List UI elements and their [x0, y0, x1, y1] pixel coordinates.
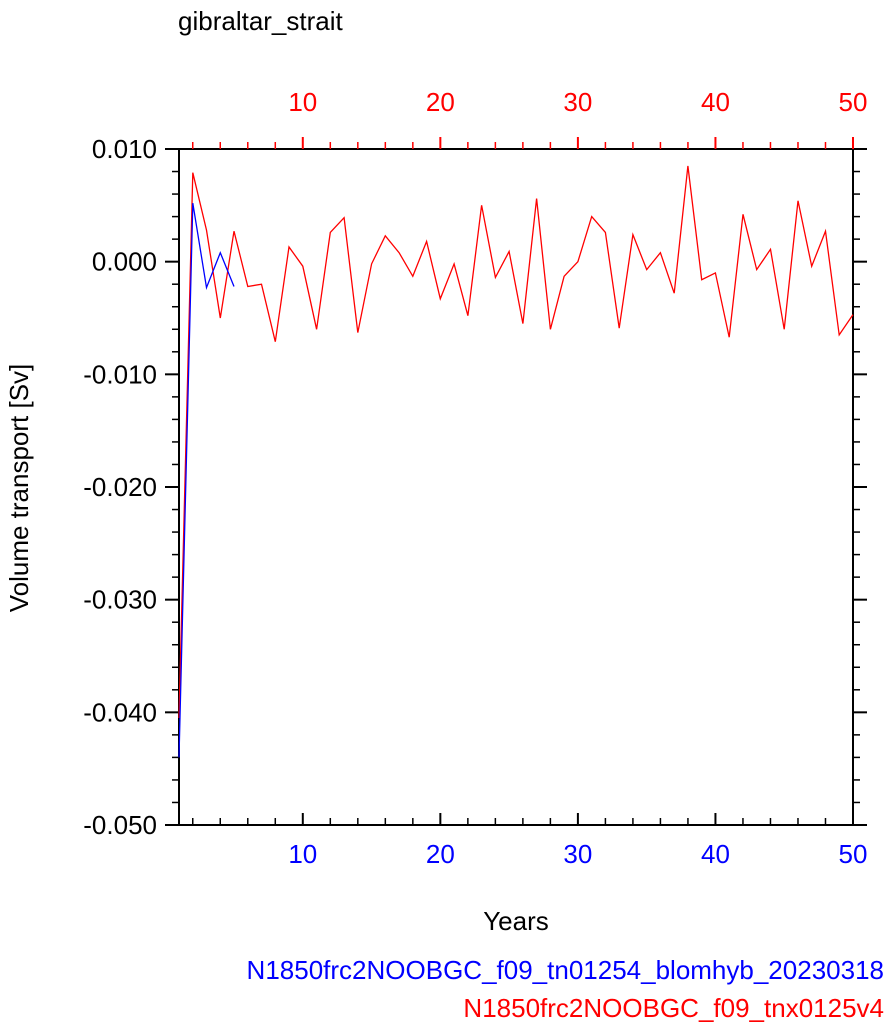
x-tick-label-bottom: 40: [701, 839, 730, 869]
x-tick-label-bottom: 20: [426, 839, 455, 869]
y-tick-label: -0.050: [83, 810, 157, 840]
x-axis-label: Years: [483, 906, 549, 936]
y-tick-label: 0.010: [92, 134, 157, 164]
y-tick-label: 0.000: [92, 247, 157, 277]
x-tick-label-bottom: 30: [563, 839, 592, 869]
x-tick-label-top: 30: [563, 87, 592, 117]
legend-series-red: N1850frc2NOOBGC_f09_tnx0125v4: [463, 993, 884, 1023]
y-tick-label: -0.020: [83, 472, 157, 502]
x-tick-label-top: 50: [839, 87, 868, 117]
x-tick-label-top: 20: [426, 87, 455, 117]
chart-title: gibraltar_strait: [178, 6, 344, 36]
legend-series-blue: N1850frc2NOOBGC_f09_tn01254_blomhyb_2023…: [246, 955, 884, 985]
y-tick-label: -0.030: [83, 585, 157, 615]
x-tick-label-bottom: 10: [288, 839, 317, 869]
y-axis-label: Volume transport [Sv]: [4, 364, 34, 613]
x-tick-label-top: 40: [701, 87, 730, 117]
series-line-blue: [178, 202, 235, 758]
y-tick-label: -0.010: [83, 359, 157, 389]
x-tick-label-top: 10: [288, 87, 317, 117]
x-tick-label-bottom: 50: [839, 839, 868, 869]
plot-area: 0.010 0.000 -0.010 -0.020 -0.030 -0.040 -0.050…: [83, 87, 867, 869]
y-tick-label: -0.040: [83, 697, 157, 727]
series-line-red: [178, 165, 854, 719]
